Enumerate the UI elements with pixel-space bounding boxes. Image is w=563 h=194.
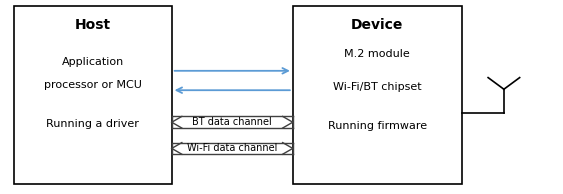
Text: Running firmware: Running firmware (328, 121, 427, 131)
Text: Device: Device (351, 18, 404, 32)
Text: M.2 module: M.2 module (345, 49, 410, 59)
Text: Host: Host (75, 18, 111, 32)
Text: Running a driver: Running a driver (47, 119, 139, 129)
Text: processor or MCU: processor or MCU (44, 80, 142, 90)
Bar (293, 6, 462, 184)
Bar (14, 6, 172, 184)
Text: Application: Application (62, 57, 124, 67)
Text: BT data channel: BT data channel (193, 117, 272, 127)
Text: Wi-Fi/BT chipset: Wi-Fi/BT chipset (333, 82, 422, 92)
Text: Wi-Fi data channel: Wi-Fi data channel (187, 143, 278, 153)
